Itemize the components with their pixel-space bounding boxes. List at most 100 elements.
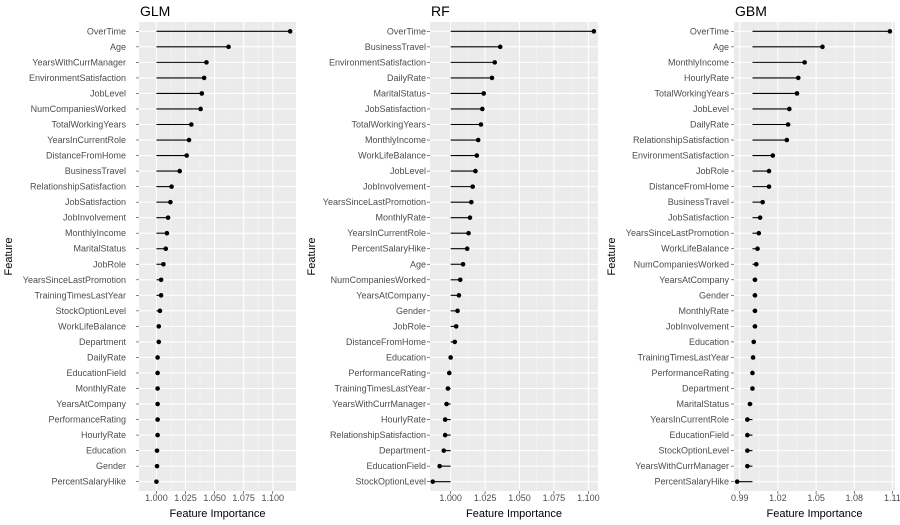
feature-tick-label: MonthlyIncome	[668, 57, 729, 67]
lollipop-point	[158, 277, 164, 283]
lollipop-point	[795, 75, 801, 81]
feature-tick-label: PercentSalaryHike	[654, 477, 729, 487]
facet-title: RF	[431, 3, 450, 19]
lollipop-point	[745, 417, 750, 422]
x-axis-label: Feature Importance	[767, 508, 863, 520]
lollipop-point	[751, 339, 757, 345]
lollipop-point	[467, 215, 473, 220]
feature-tick-label: Gender	[699, 290, 729, 300]
feature-tick-label: JobInvolvement	[666, 321, 730, 331]
lollipop-point	[752, 293, 758, 298]
x-tick-label: 1.11	[884, 493, 900, 503]
lollipop-point	[437, 463, 442, 469]
rf-facet: OverTime BusinessTravel EnvironmentSatisfa…	[306, 3, 600, 520]
lollipop-point	[168, 199, 173, 205]
lollipop-point	[497, 44, 503, 50]
lollipop-point	[794, 91, 800, 96]
feature-tick-label: DailyRate	[387, 73, 426, 83]
feature-tick-label: JobRole	[93, 259, 126, 269]
lollipop-point	[189, 122, 194, 127]
lollipop-point	[489, 75, 495, 81]
feature-tick-label: StockOptionLevel	[355, 477, 426, 487]
lollipop-point	[226, 44, 231, 50]
feature-tick-label: StockOptionLevel	[658, 446, 729, 456]
feature-tick-label: WorkLifeBalance	[661, 244, 729, 254]
feature-tick-label: YearsInCurrentRole	[650, 415, 729, 425]
feature-tick-label: PerformanceRating	[48, 415, 126, 425]
lollipop-point	[177, 168, 183, 174]
feature-tick-label: YearsAtCompany	[356, 290, 426, 300]
lollipop-point	[452, 339, 458, 345]
feature-tick-label: BusinessTravel	[365, 42, 426, 52]
feature-tick-label: Education	[86, 446, 126, 456]
feature-tick-label: EnvironmentSatisfaction	[632, 151, 729, 161]
lollipop-point	[480, 106, 485, 112]
feature-tick-label: MonthlyRate	[75, 384, 126, 394]
lollipop-point	[163, 246, 169, 252]
lollipop-point	[474, 153, 480, 158]
feature-tick-label: EnvironmentSatisfaction	[29, 73, 126, 83]
feature-tick-label: Age	[110, 42, 126, 52]
x-tick-label: 1.02	[769, 493, 787, 503]
feature-tick-label: JobInvolvement	[63, 213, 127, 223]
lollipop-point	[481, 91, 487, 96]
lollipop-point	[752, 277, 758, 283]
lollipop-point	[750, 355, 756, 360]
x-tick-label: 1.025	[474, 493, 497, 503]
feature-tick-label: JobSatisfaction	[365, 104, 426, 114]
lollipop-point	[470, 184, 475, 189]
lollipop-point	[158, 293, 164, 298]
x-tick-label: 1.050	[508, 493, 531, 503]
lollipop-point	[446, 370, 452, 376]
feature-tick-label: YearsAtCompany	[659, 275, 729, 285]
feature-tick-label: TrainingTimesLastYear	[334, 384, 426, 394]
lollipop-point	[750, 370, 755, 376]
lollipop-point	[473, 168, 478, 174]
feature-tick-label: OverTime	[87, 26, 126, 36]
lollipop-point	[752, 324, 758, 329]
lollipop-point	[785, 122, 791, 127]
feature-tick-label: MaritalStatus	[373, 88, 426, 98]
lollipop-point	[457, 277, 463, 283]
lollipop-point	[155, 417, 160, 422]
lollipop-point	[186, 137, 192, 143]
x-tick-label: 1.025	[174, 493, 197, 503]
x-tick-label: 1.050	[203, 493, 226, 503]
feature-tick-label: TotalWorkingYears	[351, 119, 426, 129]
gbm-facet: OverTime Age MonthlyIncome HourlyRate TotalW…	[606, 3, 900, 520]
feature-tick-label: MaritalStatus	[676, 399, 729, 409]
feature-tick-label: TotalWorkingYears	[654, 88, 729, 98]
feature-tick-label: RelationshipSatisfaction	[330, 430, 426, 440]
lollipop-point	[591, 29, 597, 34]
x-tick-label: 1.075	[543, 493, 566, 503]
lollipop-point	[198, 106, 203, 112]
x-tick-label: 1.100	[577, 493, 600, 503]
lollipop-point	[430, 479, 436, 484]
y-axis-label: Feature	[606, 238, 618, 276]
lollipop-point	[156, 324, 162, 329]
feature-tick-label: JobLevel	[390, 166, 426, 176]
feature-tick-label: Education	[386, 352, 426, 362]
glm-facet: OverTime Age YearsWithCurrManager Environme…	[3, 3, 296, 520]
lollipop-point	[464, 246, 470, 252]
feature-tick-label: JobLevel	[693, 104, 729, 114]
lollipop-point	[460, 261, 466, 267]
feature-tick-label: JobInvolvement	[363, 182, 427, 192]
feature-tick-label: Education	[689, 337, 729, 347]
feature-tick-label: MonthlyIncome	[65, 228, 126, 238]
lollipop-point	[770, 153, 776, 158]
feature-tick-label: YearsInCurrentRole	[347, 228, 426, 238]
feature-tick-label: TrainingTimesLastYear	[637, 352, 729, 362]
lollipop-point	[750, 386, 755, 391]
feature-tick-label: RelationshipSatisfaction	[633, 135, 729, 145]
feature-tick-label: NumCompaniesWorked	[31, 104, 126, 114]
feature-tick-label: DailyRate	[87, 352, 126, 362]
lollipop-point	[442, 417, 448, 422]
y-axis-label: Feature	[306, 238, 318, 276]
feature-tick-label: JobSatisfaction	[65, 197, 126, 207]
feature-tick-label: PercentSalaryHike	[51, 477, 126, 487]
lollipop-point	[492, 60, 498, 65]
lollipop-point	[453, 324, 459, 329]
x-tick-label: 1.100	[261, 493, 284, 503]
feature-tick-label: MonthlyRate	[678, 306, 729, 316]
